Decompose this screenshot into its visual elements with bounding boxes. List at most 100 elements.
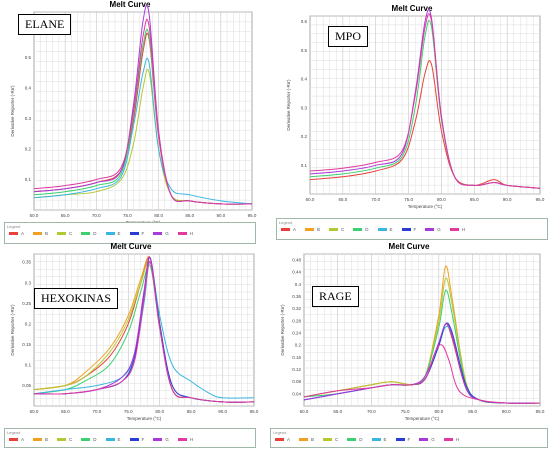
x-tick-label: 90.0 bbox=[216, 213, 225, 218]
legend-swatch bbox=[305, 228, 315, 231]
y-tick-label: 0.16 bbox=[292, 355, 301, 360]
legend-swatch bbox=[443, 438, 453, 441]
x-tick-label: 80.0 bbox=[154, 213, 163, 218]
legend-swatch bbox=[401, 228, 411, 231]
legend-label: G bbox=[431, 437, 435, 442]
legend-label: G bbox=[165, 437, 169, 442]
y-tick-label: 0.4 bbox=[301, 77, 308, 82]
legend-item-a: A bbox=[9, 231, 24, 236]
legend-label: A bbox=[293, 227, 297, 232]
y-tick-label: 0.3 bbox=[25, 280, 32, 285]
legend-swatch bbox=[177, 232, 187, 235]
series-line-a bbox=[309, 60, 541, 189]
legend-item-e: E bbox=[105, 437, 121, 442]
x-tick-label: 70.0 bbox=[367, 409, 376, 414]
legend-item-f: F bbox=[129, 231, 145, 236]
y-tick-label: 0.28 bbox=[292, 318, 301, 323]
y-tick-label: 0.25 bbox=[22, 301, 31, 306]
legend-swatch bbox=[299, 438, 309, 441]
x-tick-label: 85.0 bbox=[470, 197, 479, 202]
legend-label: C bbox=[69, 437, 73, 442]
legend-label: D bbox=[93, 231, 97, 236]
gene-label: HEXOKINAS bbox=[34, 288, 118, 309]
x-tick-label: 80.0 bbox=[434, 409, 443, 414]
x-tick-label: 90.0 bbox=[502, 409, 511, 414]
y-tick-label: 0.36 bbox=[292, 294, 301, 299]
y-tick-label: 0.5 bbox=[301, 48, 308, 53]
gene-label: ELANE bbox=[18, 14, 72, 35]
y-tick-label: 0.2 bbox=[295, 343, 302, 348]
y-axis-label: Derivative Reporter (-Rn') bbox=[280, 304, 285, 356]
legend-item-c: C bbox=[329, 227, 344, 232]
legend-swatch bbox=[449, 228, 459, 231]
legend-title: Legend bbox=[273, 430, 287, 435]
x-axis-label: Temperature (°C) bbox=[405, 416, 440, 421]
legend-item-a: A bbox=[275, 437, 290, 442]
x-tick-label: 60.0 bbox=[300, 409, 309, 414]
series-line-h bbox=[303, 344, 541, 404]
y-tick-label: 0.05 bbox=[22, 383, 31, 388]
chart-title: Melt Curve bbox=[110, 242, 152, 251]
chart-panel-elane: Melt Curve 60.0 65.0 70.0 75.0 80.0 85.0 90.0 9… bbox=[0, 0, 260, 244]
x-tick-label: 95.0 bbox=[536, 409, 545, 414]
y-tick-label: 0.1 bbox=[301, 163, 308, 168]
legend-item-g: G bbox=[153, 231, 169, 236]
legend-item-c: C bbox=[57, 231, 72, 236]
legend-swatch bbox=[395, 438, 405, 441]
legend-item-c: C bbox=[57, 437, 72, 442]
legend-label: F bbox=[413, 227, 417, 232]
legend-item-a: A bbox=[281, 227, 296, 232]
legend-label: D bbox=[359, 437, 363, 442]
legend-title: Legend bbox=[7, 224, 21, 229]
legend-label: F bbox=[141, 231, 145, 236]
y-tick-label: 0.04 bbox=[292, 391, 301, 396]
y-tick-label: 0.24 bbox=[292, 331, 301, 336]
legend-label: B bbox=[45, 437, 49, 442]
legend-label: C bbox=[341, 227, 345, 232]
legend-swatch bbox=[153, 232, 163, 235]
y-tick-label: 0.3 bbox=[301, 105, 308, 110]
legend-title: Legend bbox=[279, 220, 293, 225]
legend-label: C bbox=[335, 437, 339, 442]
y-tick-label: 0.32 bbox=[292, 306, 301, 311]
series-line-e bbox=[33, 57, 253, 205]
legend-item-e: E bbox=[377, 227, 393, 232]
x-tick-label: 60.0 bbox=[30, 213, 39, 218]
legend-item-h: H bbox=[177, 437, 193, 442]
legend-label: H bbox=[455, 437, 460, 442]
legend-label: B bbox=[311, 437, 315, 442]
legend-swatch bbox=[129, 232, 139, 235]
series-line-h bbox=[33, 18, 253, 205]
legend-item-b: B bbox=[33, 231, 48, 236]
legend-label: B bbox=[45, 231, 49, 236]
legend-item-a: A bbox=[9, 437, 24, 442]
legend-swatch bbox=[329, 228, 339, 231]
legend-label: E bbox=[117, 437, 121, 442]
x-tick-label: 95.0 bbox=[248, 213, 257, 218]
x-axis-label: Temperature (°C) bbox=[127, 416, 162, 421]
chart-panel-hexokinas: Melt Curve 60.0 65.0 70.0 75.0 80.0 85.0 90.0 9… bbox=[0, 242, 262, 448]
y-axis-label: Derivative Reporter (-Rn') bbox=[10, 304, 15, 356]
legend-label: C bbox=[69, 231, 73, 236]
x-axis-label: Temperature (°C) bbox=[408, 204, 443, 209]
x-tick-label: 65.0 bbox=[61, 409, 70, 414]
legend: Legend A B C D E F G H bbox=[270, 428, 548, 448]
y-tick-label: 0.48 bbox=[292, 258, 301, 263]
melt-curve-plot: 60.0 65.0 70.0 75.0 80.0 85.0 90.0 95.0 0.04 0.08… bbox=[280, 253, 545, 421]
legend-label: A bbox=[287, 437, 291, 442]
legend-item-d: D bbox=[81, 437, 97, 442]
legend-item-b: B bbox=[33, 437, 48, 442]
legend-swatch bbox=[33, 438, 43, 441]
y-tick-label: 0.1 bbox=[25, 362, 32, 367]
melt-curve-plot: 60.0 65.0 70.0 75.0 80.0 85.0 90.0 95.0 0.1 0.2 0.… bbox=[10, 4, 257, 225]
y-tick-label: 0.2 bbox=[25, 321, 32, 326]
x-tick-label: 60.0 bbox=[30, 409, 39, 414]
legend-label: E bbox=[383, 437, 387, 442]
x-tick-label: 65.0 bbox=[338, 197, 347, 202]
legend-swatch bbox=[377, 228, 387, 231]
y-tick-label: 0.35 bbox=[22, 260, 31, 265]
x-tick-label: 95.0 bbox=[536, 197, 545, 202]
legend-label: G bbox=[437, 227, 441, 232]
legend-swatch bbox=[347, 438, 357, 441]
legend-item-c: C bbox=[323, 437, 338, 442]
